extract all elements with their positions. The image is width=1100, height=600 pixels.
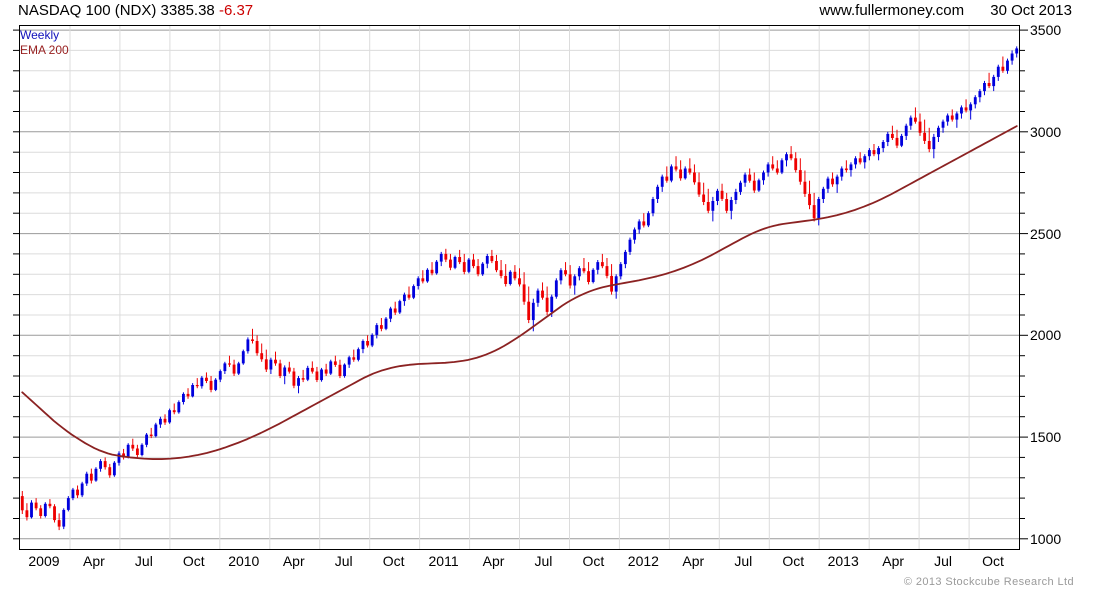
chart-date: 30 Oct 2013: [990, 2, 1072, 19]
x-axis-tick-label: Oct: [182, 553, 205, 569]
instrument-name: NASDAQ 100 (NDX): [18, 2, 157, 19]
x-axis-tick-label: Oct: [582, 553, 605, 569]
y-axis-tick-label: 3500: [1030, 22, 1062, 39]
x-axis-tick-label: Apr: [882, 553, 905, 569]
x-axis-tick-label: 2010: [228, 553, 260, 569]
header-right: www.fullermoney.com 30 Oct 2013: [819, 2, 1072, 22]
x-axis-tick-label: Jul: [934, 553, 953, 569]
x-axis-tick-label: Apr: [282, 553, 305, 569]
copyright-notice: © 2013 Stockcube Research Ltd: [903, 576, 1074, 588]
y-axis-tick-label: 1000: [1030, 530, 1062, 547]
plot-area: [19, 25, 1020, 550]
x-axis-tick-label: Apr: [83, 553, 105, 569]
y-axis-tick-label: 3000: [1030, 123, 1062, 140]
last-price: 3385.38: [160, 2, 215, 19]
x-axis-tick-label: Oct: [382, 553, 405, 569]
x-axis-tick-label: Jul: [534, 553, 553, 569]
chart-canvas: [20, 26, 1019, 549]
y-axis-labels: 1000 1500 2000 2500 3000 3500: [1019, 22, 1096, 550]
x-axis-tick-label: Apr: [682, 553, 705, 569]
x-axis-tick-label: Oct: [982, 553, 1004, 569]
legend-item-weekly: Weekly: [20, 28, 60, 42]
x-axis-tick-label: Jul: [134, 553, 153, 569]
y-axis-tick-label: 2000: [1030, 327, 1062, 344]
legend-item-ema200: EMA 200: [20, 43, 69, 57]
x-axis-tick-label: 2013: [827, 553, 859, 569]
x-axis-labels: 2009 Apr Jul Oct 2010 Apr Jul Oct 2011 Apr Jul Oct 2…: [19, 553, 1020, 575]
x-axis-tick-label: Jul: [334, 553, 353, 569]
y-axis-tick-label: 2500: [1030, 225, 1062, 242]
y-axis-tick-label: 1500: [1030, 429, 1062, 446]
x-axis-tick-label: 2009: [28, 553, 60, 569]
x-axis-tick-label: 2012: [627, 553, 659, 569]
website-label: www.fullermoney.com: [819, 2, 965, 19]
chart-legend: Weekly EMA 200: [20, 28, 69, 58]
price-change: -6.37: [218, 2, 254, 19]
x-axis-tick-label: Oct: [782, 553, 805, 569]
x-axis-tick-label: Jul: [734, 553, 753, 569]
x-axis-tick-label: 2011: [428, 553, 459, 569]
chart-title: NASDAQ 100 (NDX) 3385.38 -6.37: [18, 2, 253, 22]
x-axis-tick-label: Apr: [482, 553, 505, 569]
